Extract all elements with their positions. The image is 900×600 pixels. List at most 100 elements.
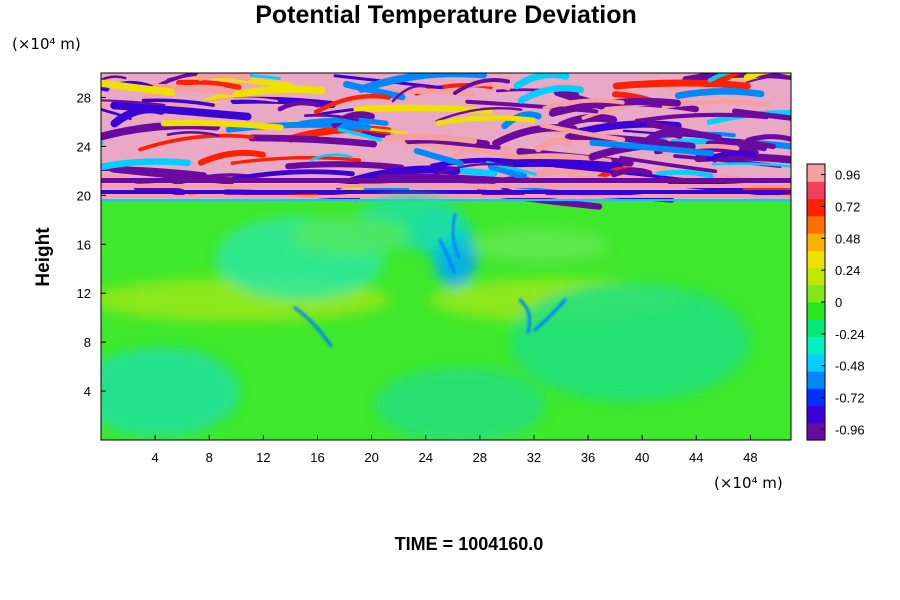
wave-stripe bbox=[645, 128, 684, 144]
wave-stripe bbox=[706, 150, 757, 162]
cold-plume bbox=[518, 298, 532, 334]
colorbar-tick-label: -0.96 bbox=[835, 422, 865, 437]
colorbar-tick-label: -0.72 bbox=[835, 391, 865, 406]
wave-stripe bbox=[101, 79, 176, 96]
wave-stripe bbox=[313, 93, 391, 115]
wave-stripe bbox=[745, 134, 791, 143]
colorbar-segment bbox=[807, 250, 825, 269]
horizontal-wave-band bbox=[101, 184, 791, 188]
wave-stripe bbox=[197, 149, 266, 166]
colorbar-tick-label: 0.96 bbox=[835, 168, 860, 183]
colorbar-segment bbox=[807, 164, 825, 182]
wave-stripe bbox=[160, 119, 284, 131]
wave-stripe bbox=[230, 96, 336, 109]
y-tick-label: 20 bbox=[77, 188, 91, 203]
wave-stripe bbox=[435, 106, 523, 123]
colorbar-segment bbox=[807, 388, 825, 407]
upper-wave-stripes bbox=[101, 73, 791, 210]
y-axis-label: Height bbox=[33, 227, 54, 287]
wave-stripe bbox=[337, 127, 383, 142]
x-tick-label: 8 bbox=[206, 450, 213, 465]
cold-plume bbox=[293, 306, 333, 348]
cold-plume bbox=[533, 298, 567, 332]
x-tick-label: 4 bbox=[152, 450, 159, 465]
x-axis-unit: (×10⁴ m) bbox=[714, 474, 783, 492]
y-tick-label: 28 bbox=[77, 90, 91, 105]
time-annotation: TIME = 1004160.0 bbox=[395, 534, 544, 554]
wave-stripe bbox=[230, 156, 361, 165]
wave-stripe bbox=[619, 155, 718, 174]
x-tick-label: 32 bbox=[527, 450, 541, 465]
wave-stripe bbox=[435, 115, 537, 126]
colorbar-segment bbox=[807, 284, 825, 303]
colorbar-tick-label: 0.24 bbox=[835, 263, 860, 278]
x-tick-label: 24 bbox=[418, 450, 432, 465]
colorbar-tick-label: 0.72 bbox=[835, 199, 860, 214]
wave-stripe bbox=[535, 137, 573, 153]
wave-stripe bbox=[674, 87, 765, 99]
colorbar-tick-label: -0.48 bbox=[835, 359, 865, 374]
colorbar-segment bbox=[807, 405, 825, 424]
colorbar-segment bbox=[807, 302, 825, 320]
cold-plumes bbox=[293, 213, 567, 348]
colorbar-segment bbox=[807, 198, 825, 217]
wave-stripe bbox=[705, 139, 776, 150]
plot-frame bbox=[100, 72, 792, 441]
y-tick-label: 16 bbox=[77, 237, 91, 252]
wave-stripe bbox=[138, 133, 255, 152]
x-tick-label: 44 bbox=[689, 450, 703, 465]
wave-stripe bbox=[589, 139, 715, 157]
wave-stripe bbox=[611, 167, 653, 178]
wave-stripe bbox=[285, 161, 405, 171]
wave-stripe bbox=[141, 98, 215, 107]
colorbar-segment bbox=[807, 233, 825, 251]
horizontal-wave-band bbox=[101, 178, 791, 183]
wave-stripe bbox=[381, 73, 385, 75]
colorbar-tick-label: -0.24 bbox=[835, 327, 865, 342]
field-blob bbox=[101, 347, 240, 437]
wave-stripe bbox=[196, 73, 252, 82]
chart-title: Potential Temperature Deviation bbox=[255, 1, 637, 29]
colorbar-segment bbox=[807, 371, 825, 389]
wave-stripe bbox=[501, 111, 542, 130]
wave-stripe bbox=[101, 84, 110, 92]
horizontal-wave-band bbox=[101, 190, 791, 194]
wave-stripe bbox=[110, 101, 252, 121]
wave-stripe bbox=[176, 79, 242, 90]
wave-stripe bbox=[655, 169, 714, 179]
wave-stripe bbox=[715, 73, 744, 86]
wave-stripe bbox=[196, 97, 278, 105]
cold-plume bbox=[438, 238, 456, 274]
x-tick-label: 12 bbox=[256, 450, 270, 465]
colorbar-segment bbox=[807, 181, 825, 200]
y-tick-label: 24 bbox=[77, 139, 91, 154]
heatmap-field bbox=[101, 73, 791, 440]
colorbar-segment bbox=[807, 353, 825, 372]
y-tick-label: 12 bbox=[77, 286, 91, 301]
wave-stripe bbox=[634, 112, 769, 123]
wave-stripe bbox=[391, 84, 431, 103]
x-tick-label: 20 bbox=[364, 450, 378, 465]
wave-stripe bbox=[101, 173, 126, 182]
wave-stripe bbox=[166, 131, 220, 137]
horizontal-wave-band bbox=[101, 195, 791, 198]
wave-stripe bbox=[488, 162, 528, 181]
wave-stripe bbox=[225, 121, 372, 133]
wave-stripe bbox=[230, 169, 355, 182]
wave-stripe bbox=[707, 73, 734, 83]
colorbar-segment bbox=[807, 215, 825, 234]
colorbar-segment bbox=[807, 422, 825, 441]
cold-plume bbox=[451, 213, 461, 259]
wave-stripe bbox=[101, 75, 127, 82]
wave-stripe bbox=[298, 117, 389, 127]
lower-field-blobs bbox=[101, 196, 750, 440]
colorbar-ticks: 0.96 0.72 0.48 0.24 0 -0.24 -0.48 -0.72 -0.96 bbox=[821, 168, 865, 437]
x-tick-label: 28 bbox=[473, 450, 487, 465]
y-axis-ticks: 4 8 12 16 20 24 28 bbox=[77, 90, 106, 399]
x-tick-label: 16 bbox=[310, 450, 324, 465]
wave-stripe bbox=[553, 164, 662, 179]
x-tick-label: 36 bbox=[581, 450, 595, 465]
y-tick-label: 8 bbox=[84, 335, 91, 350]
wave-stripe bbox=[513, 73, 570, 90]
